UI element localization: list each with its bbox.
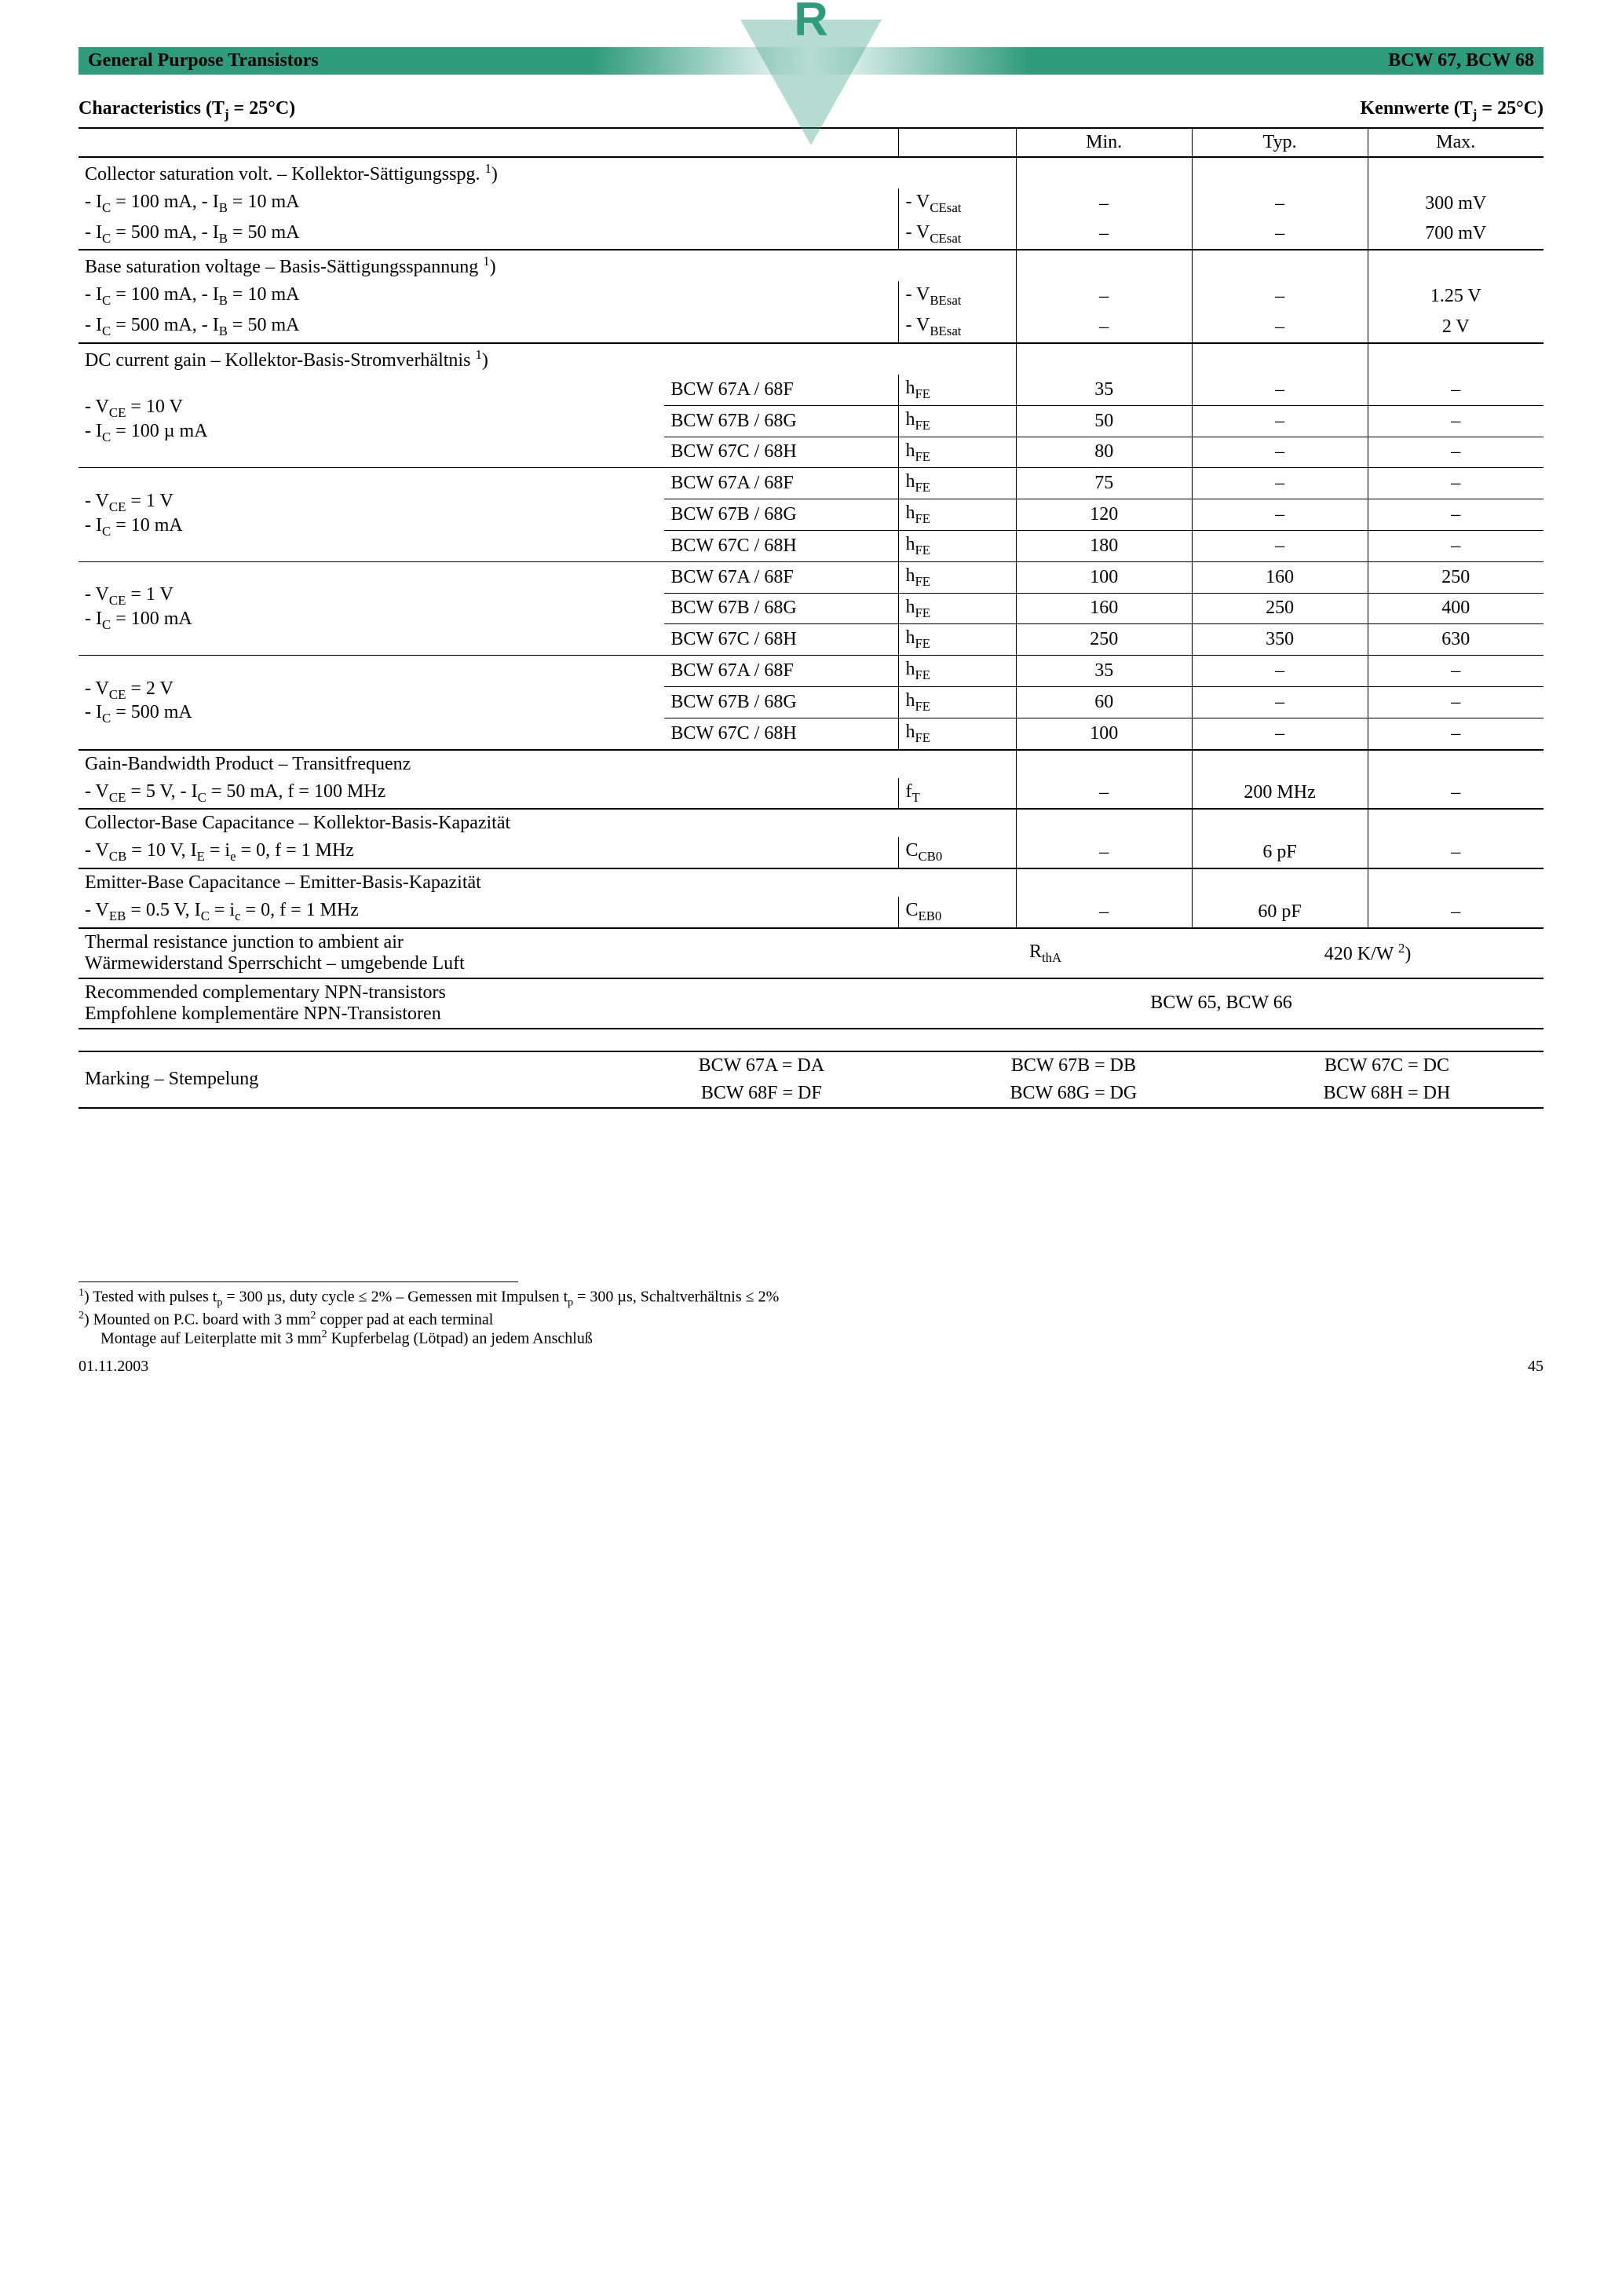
sec8-val: BCW 65, BCW 66 [899, 978, 1543, 1029]
col-min: Min. [1016, 128, 1192, 157]
header-right: BCW 67, BCW 68 [1388, 50, 1534, 71]
sec5-title: Collector-Base Capacitance – Kollektor-B… [79, 809, 1016, 837]
footer-page: 45 [1528, 1358, 1543, 1376]
col-max: Max. [1368, 128, 1543, 157]
header-left: General Purpose Transistors [88, 50, 319, 71]
sec7-label: Thermal resistance junction to ambient a… [79, 928, 899, 978]
sec3-g2-cond: - VCE = 1 V - IC = 10 mA [79, 468, 664, 561]
sec3-g4-cond: - VCE = 2 V - IC = 500 mA [79, 656, 664, 750]
sec1-r1-sym: - VCEsat [899, 188, 1016, 219]
sec3-g1-cond: - VCE = 10 V - IC = 100 µ mA [79, 375, 664, 468]
sec8-label: Recommended complementary NPN-transistor… [79, 978, 899, 1029]
subhead-left: Characteristics (Tj = 25°C) [79, 98, 295, 122]
sec1-r2-cond: - IC = 500 mA, - IB = 50 mA [79, 219, 899, 250]
sec1-r2-sym: - VCEsat [899, 219, 1016, 250]
sec4-title: Gain-Bandwidth Product – Transitfrequenz [79, 750, 1016, 778]
sec3-title: DC current gain – Kollektor-Basis-Stromv… [79, 343, 1016, 375]
characteristics-table: Min. Typ. Max. Collector saturation volt… [79, 127, 1543, 1029]
marking-label: Marking – Stempelung [79, 1051, 606, 1108]
sec6-cond: - VEB = 0.5 V, IC = ic = 0, f = 1 MHz [79, 897, 899, 928]
sec2-r1-sym: - VBEsat [899, 281, 1016, 312]
sec2-title: Base saturation voltage – Basis-Sättigun… [79, 250, 1016, 281]
sec6-title: Emitter-Base Capacitance – Emitter-Basis… [79, 868, 1016, 897]
sec2-r2-cond: - IC = 500 mA, - IB = 50 mA [79, 312, 899, 343]
sec2-r1-cond: - IC = 100 mA, - IB = 10 mA [79, 281, 899, 312]
sec7-sym: RthA [899, 928, 1192, 978]
sec3-g3-cond: - VCE = 1 V - IC = 100 mA [79, 561, 664, 655]
footer-date: 01.11.2003 [79, 1358, 148, 1376]
sec4-cond: - VCE = 5 V, - IC = 50 mA, f = 100 MHz [79, 778, 899, 810]
footer: 01.11.2003 45 [79, 1358, 1543, 1376]
sec1-r1-cond: - IC = 100 mA, - IB = 10 mA [79, 188, 899, 219]
footnotes: 1) Tested with pulses tp = 300 µs, duty … [79, 1287, 1543, 1348]
sec1-title: Collector saturation volt. – Kollektor-S… [79, 157, 1016, 188]
marking-table: Marking – Stempelung BCW 67A = DA BCW 67… [79, 1051, 1543, 1109]
sec7-val: 420 K/W 2) [1192, 928, 1543, 978]
col-typ: Typ. [1192, 128, 1368, 157]
sec2-r2-sym: - VBEsat [899, 312, 1016, 343]
sec5-cond: - VCB = 10 V, IE = ie = 0, f = 1 MHz [79, 837, 899, 868]
subhead-right: Kennwerte (Tj = 25°C) [1361, 98, 1544, 122]
logo-icon: R [794, 0, 827, 46]
footnote-rule [79, 1281, 518, 1287]
